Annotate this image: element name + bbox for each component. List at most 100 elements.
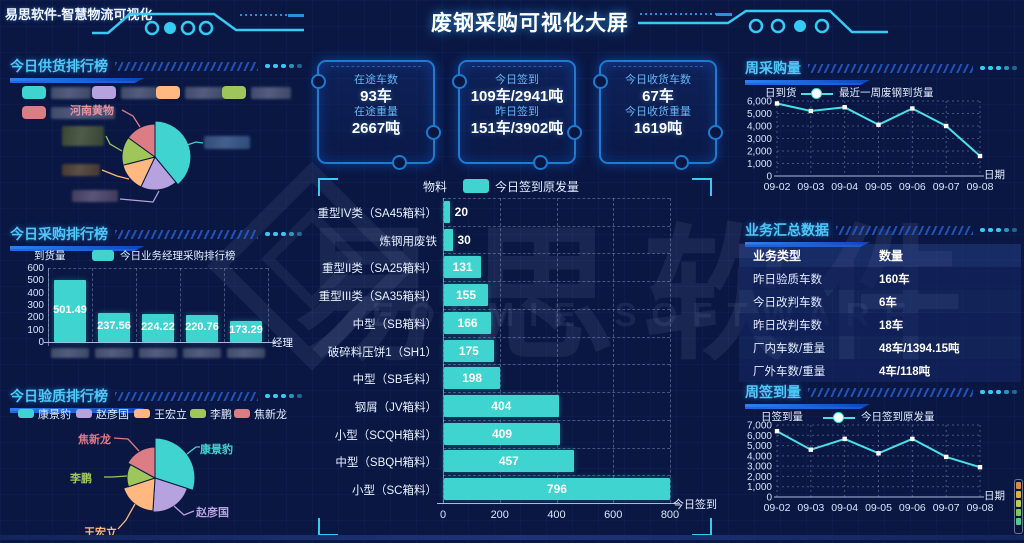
stat-value: 93车 <box>360 88 392 105</box>
title-dots-decoration <box>265 394 302 398</box>
material-bar-chart-panel: 物料 今日签到原发量 重型IV类（SA45箱料） 20 炼钢用废铁 30 重型II类（S… <box>315 176 717 536</box>
table-cell: 18车 <box>879 319 904 332</box>
title-hatch-decoration <box>808 63 973 73</box>
y-axis-name: 日签到量 <box>761 411 803 423</box>
x-axis-line <box>44 342 276 343</box>
table-cell: 今日改判车数 <box>753 296 822 309</box>
panel-title-purchase: 今日采购排行榜 <box>10 224 302 251</box>
x-tick-label: 400 <box>547 509 566 521</box>
bar <box>444 284 488 307</box>
stat-card: 在途车数 93车 在途重量 2667吨 <box>311 60 441 170</box>
stat-card: 今日签到 109车/2941吨 昨日签到 151车/3902吨 <box>452 60 582 170</box>
legend-label-redacted <box>121 87 161 99</box>
x-tick-label: 800 <box>660 509 680 521</box>
bar-value-label: 501.49 <box>53 304 87 317</box>
table-row: 昨日验质车数 160车 <box>739 267 1021 290</box>
data-point-marker <box>977 153 983 159</box>
bar <box>142 314 174 342</box>
title-hatch-decoration <box>115 391 258 401</box>
bar-value-label: 166 <box>457 315 478 330</box>
gridline <box>443 447 670 449</box>
gridline <box>443 336 670 338</box>
legend-dot-icon <box>833 412 844 423</box>
table-row: 今日改判车数 6车 <box>739 290 1021 313</box>
bar <box>444 394 559 417</box>
legend-label: 最近一周废钢到货量 <box>839 87 934 99</box>
x-category-redacted <box>139 348 177 358</box>
bar <box>98 312 130 342</box>
y-tick-label: 500 <box>27 275 44 287</box>
y-tick-label: 3,000 <box>747 134 772 145</box>
x-tick-label: 09-06 <box>899 502 926 514</box>
bar <box>444 311 492 334</box>
corner-bracket <box>318 178 338 196</box>
stat-label: 在途重量 <box>354 106 398 118</box>
y-tick-label: 600 <box>27 263 44 274</box>
y-tick-label: 6,000 <box>747 97 772 108</box>
x-tick-label: 09-04 <box>831 502 858 514</box>
category-label: 钢屑（JV箱料） <box>354 401 437 414</box>
stat-cards-row: 在途车数 93车 在途重量 2667吨 今日签到 109车/2941吨 昨日签到 151车/3… <box>311 60 723 170</box>
title-hatch-decoration <box>836 225 973 235</box>
gridline <box>443 475 670 477</box>
y-tick-label: 4,000 <box>747 122 772 133</box>
indicator-segment <box>1016 518 1021 525</box>
title-hatch-decoration <box>115 229 258 239</box>
table-header-row: 业务类型 数量 <box>739 244 1021 267</box>
x-tick-label: 09-03 <box>797 181 824 193</box>
pie-callout-redacted <box>72 190 118 202</box>
gridline <box>670 198 671 503</box>
table-cell: 厂外车数/重量 <box>753 365 826 378</box>
supply-rank-panel: 河南黄物 <box>0 52 310 220</box>
gridline <box>92 268 93 342</box>
card-notch <box>392 155 407 170</box>
section-title: 今日供货排行榜 <box>10 58 108 74</box>
legend-swatch <box>190 409 206 418</box>
stat-label: 今日收货车数 <box>625 74 691 86</box>
card-notch <box>452 74 467 89</box>
gridline <box>443 364 670 366</box>
x-category-redacted <box>227 348 265 358</box>
section-title: 今日采购排行榜 <box>10 226 108 242</box>
data-point-marker <box>842 105 847 110</box>
category-label: 小型（SCQH箱料） <box>334 429 437 442</box>
data-point-marker <box>910 106 915 111</box>
pie-callout-line <box>186 446 200 455</box>
y-tick-label: 0 <box>766 493 772 504</box>
card-notch <box>533 155 548 170</box>
gridline <box>180 268 181 342</box>
legend-swatch <box>134 409 150 418</box>
pie-callout-redacted <box>62 164 100 176</box>
y-axis-name: 到货量 <box>34 250 66 262</box>
stat-value: 109车/2941吨 <box>470 88 564 105</box>
summary-table: 业务类型 数量 昨日验质车数 160车 今日改判车数 6车 昨日改判车数 18车 厂内车数/重量… <box>739 244 1021 382</box>
y-axis-line <box>48 268 49 346</box>
table-row: 昨日改判车数 18车 <box>739 313 1021 336</box>
pie-callout-line <box>121 109 141 128</box>
section-title: 业务汇总数据 <box>745 222 829 238</box>
panel-title-weekly-purchase: 周采购量 <box>745 58 1017 85</box>
data-point-marker <box>808 108 814 114</box>
pie-callout-line <box>105 135 123 152</box>
legend-label: 焦新龙 <box>254 409 287 421</box>
x-tick-label: 09-07 <box>933 502 960 514</box>
footer-strip <box>0 535 1024 540</box>
purchase-rank-panel: 到货量 今日业务经理采购排行榜 0 100 200 300 400 500 600 501.4… <box>0 222 310 374</box>
stat-label: 昨日签到 <box>495 106 539 118</box>
legend-label: 今日签到原发量 <box>861 411 935 423</box>
deco-circle <box>144 20 160 36</box>
pie-slice <box>127 446 156 479</box>
legend-swatch <box>18 409 34 418</box>
section-title: 周签到量 <box>745 384 801 400</box>
deco-circle-filled <box>794 20 806 32</box>
y-tick-label: 0 <box>766 172 772 183</box>
card-notch <box>593 74 608 89</box>
edge-indicator-widget[interactable] <box>1014 479 1023 534</box>
x-axis-line <box>437 503 678 504</box>
legend-swatch <box>234 409 250 418</box>
stat-value: 151车/3902吨 <box>470 120 564 137</box>
bar <box>230 320 262 342</box>
y-tick-label: 5,000 <box>747 441 772 452</box>
stat-value: 67车 <box>642 88 674 105</box>
table-header-cell: 数量 <box>879 249 904 263</box>
